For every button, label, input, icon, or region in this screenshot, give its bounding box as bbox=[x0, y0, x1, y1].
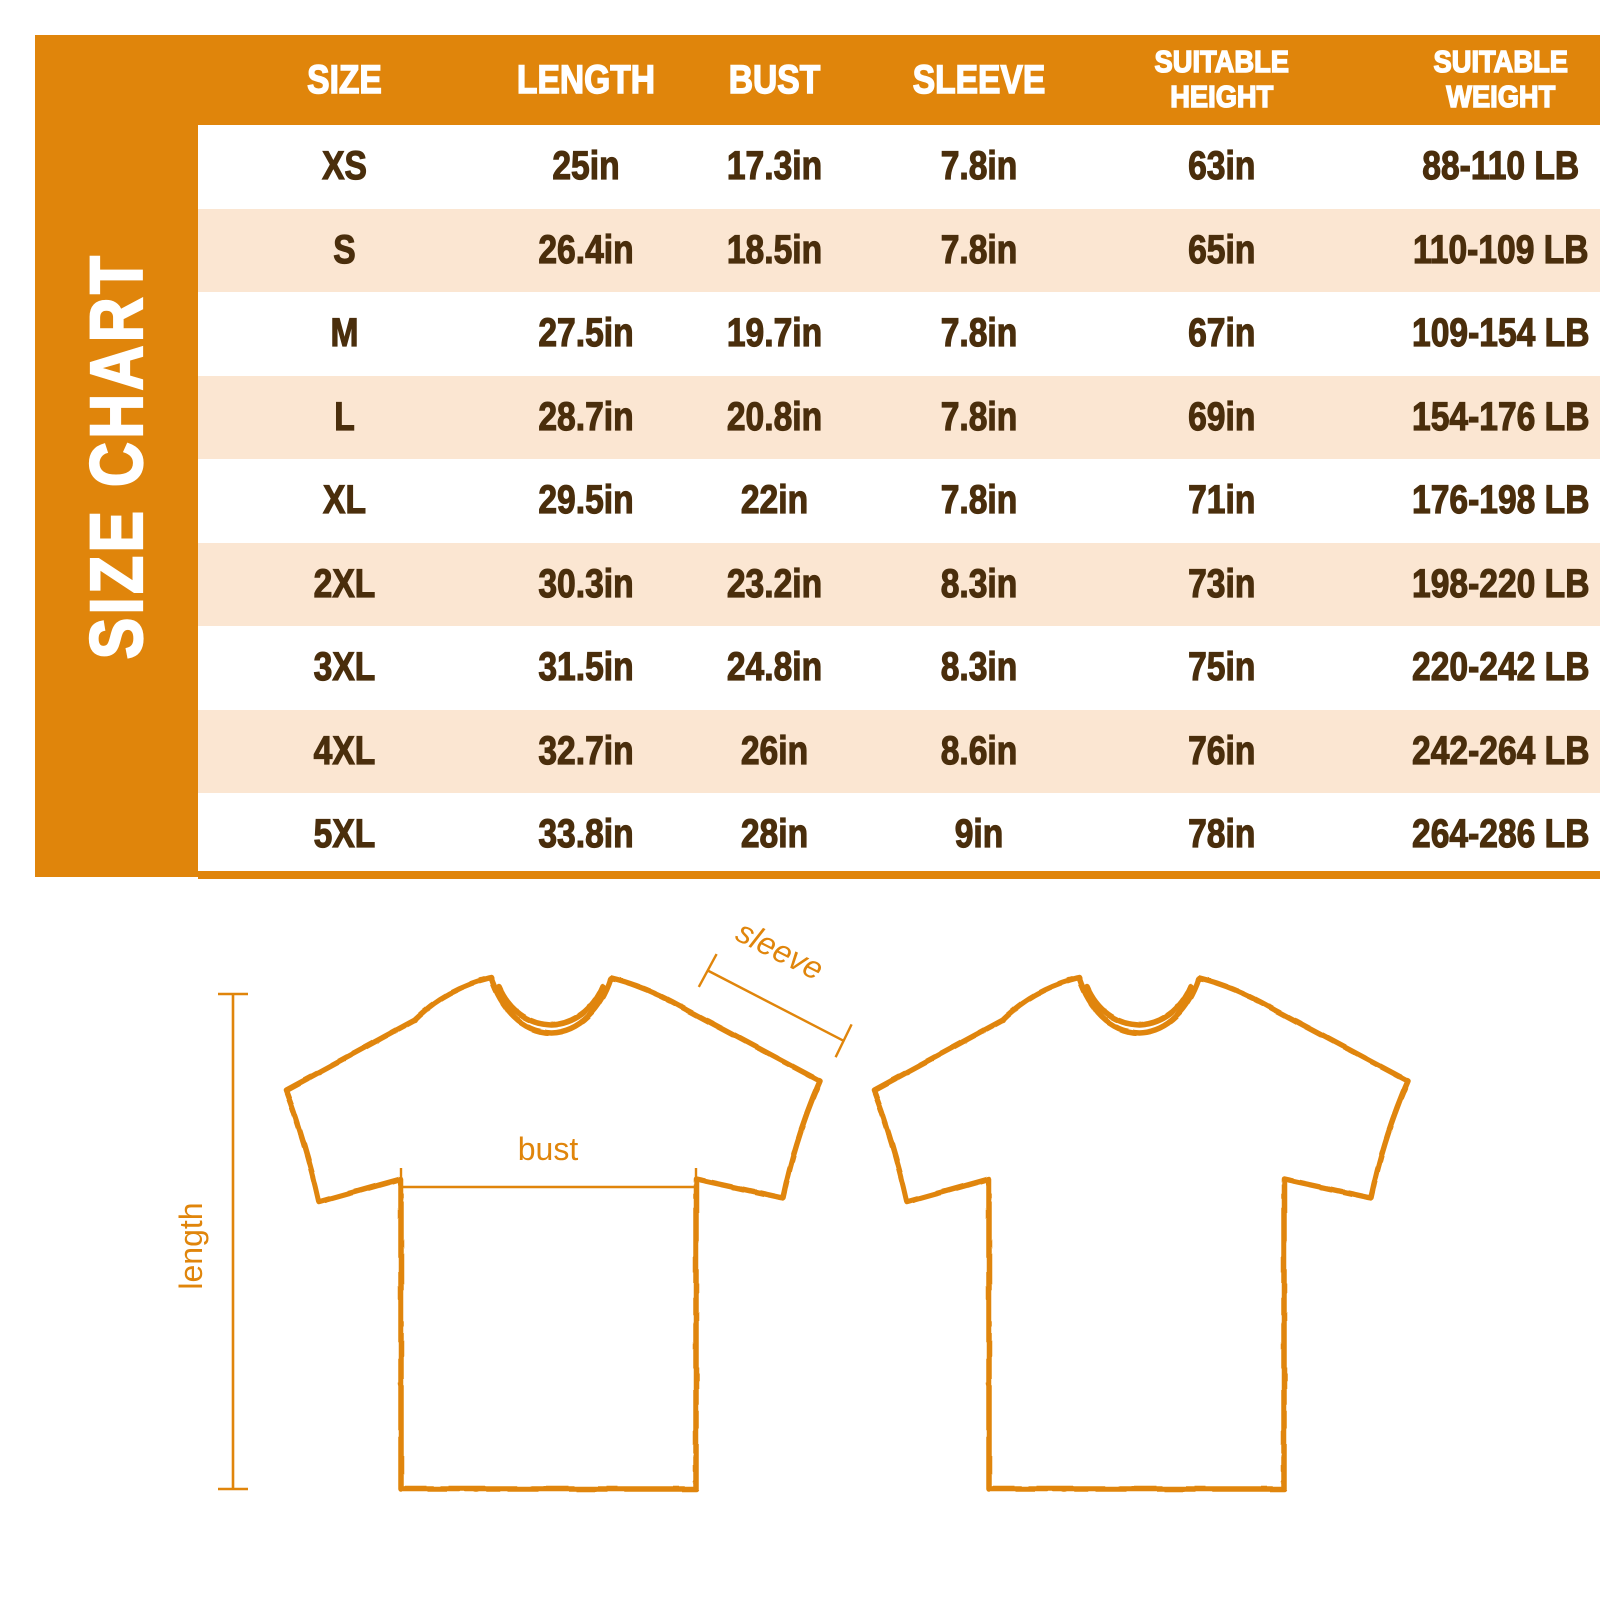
svg-text:sleeve: sleeve bbox=[731, 915, 830, 987]
svg-text:length: length bbox=[173, 1202, 209, 1289]
svg-text:bust: bust bbox=[518, 1131, 579, 1167]
